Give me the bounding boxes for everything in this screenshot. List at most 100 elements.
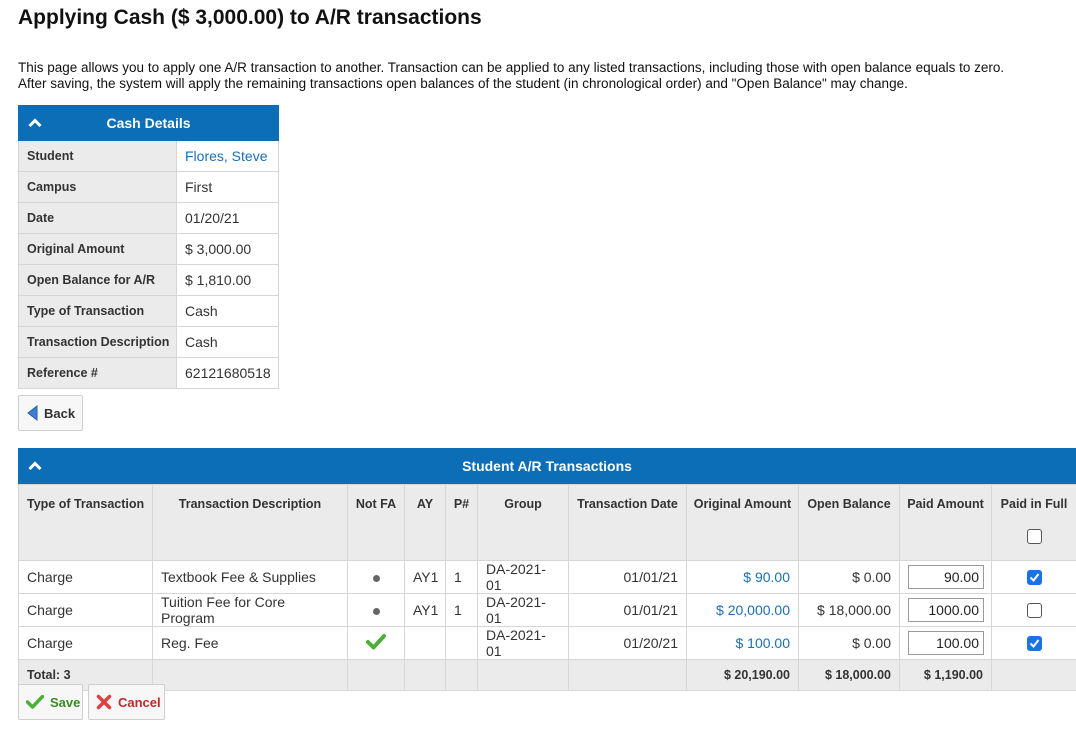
cell-open-balance: $ 18,000.00 [798, 593, 900, 627]
cell-description: Textbook Fee & Supplies [152, 560, 348, 594]
col-header-description: Transaction Description [152, 484, 348, 561]
cash-detail-label: Date [18, 203, 177, 233]
cell-description: Tuition Fee for Core Program [152, 593, 348, 627]
paid-amount-input[interactable] [908, 631, 984, 655]
original-amount-link[interactable]: $ 100.00 [735, 635, 791, 651]
cell-type: Charge [18, 560, 153, 594]
cash-detail-label: Type of Transaction [18, 296, 177, 326]
paid-amount-input[interactable] [908, 565, 984, 589]
cash-details-header[interactable]: Cash Details [18, 105, 279, 141]
col-header-ay: AY [404, 484, 446, 561]
total-empty-cell [991, 659, 1076, 691]
save-button[interactable]: Save [18, 684, 83, 720]
cell-paid-in-full [991, 560, 1076, 594]
cash-detail-row: Open Balance for A/R $ 1,810.00 [18, 265, 279, 296]
cell-not-fa [347, 560, 405, 594]
cell-ay [404, 626, 446, 660]
bullet-icon [372, 608, 380, 615]
ar-transactions-table: Type of Transaction Transaction Descript… [18, 484, 1076, 691]
total-empty-cell [347, 659, 405, 691]
cash-detail-value: First [177, 172, 279, 202]
total-open-balance: $ 18,000.00 [798, 659, 900, 691]
original-amount-link[interactable]: $ 90.00 [743, 569, 790, 585]
bullet-icon [372, 575, 380, 582]
col-header-date: Transaction Date [568, 484, 687, 561]
cash-detail-row: Original Amount $ 3,000.00 [18, 234, 279, 265]
paid-amount-input[interactable] [908, 598, 984, 622]
cash-details-rows: Student Flores, Steve Campus First Date 01/20… [18, 141, 279, 389]
cell-description: Reg. Fee [152, 626, 348, 660]
total-empty-cell [152, 659, 348, 691]
cell-ay: AY1 [404, 560, 446, 594]
paid-in-full-checkbox[interactable] [1026, 570, 1042, 586]
cash-detail-row: Date 01/20/21 [18, 203, 279, 234]
cell-open-balance: $ 0.00 [798, 626, 900, 660]
cell-paid-in-full [991, 593, 1076, 627]
cell-p: 1 [445, 593, 478, 627]
cash-detail-row: Reference #62121680518 [18, 358, 279, 389]
cell-p [445, 626, 478, 660]
cell-original-amount: $ 90.00 [686, 560, 799, 594]
cash-detail-value: 62121680518 [177, 358, 279, 388]
cash-detail-value: $ 1,810.00 [177, 265, 279, 295]
cell-not-fa [347, 593, 405, 627]
description-line-1: This page allows you to apply one A/R tr… [18, 60, 1005, 75]
cell-open-balance: $ 0.00 [798, 560, 900, 594]
original-amount-link[interactable]: $ 20,000.00 [716, 602, 790, 618]
description-line-2: After saving, the system will apply the … [18, 76, 908, 91]
cell-date: 01/01/21 [568, 593, 687, 627]
back-button-label: Back [44, 405, 76, 421]
cash-detail-label: Student [18, 141, 177, 171]
col-header-paid-in-full-label: Paid in Full [1000, 497, 1068, 511]
paid-in-full-checkbox[interactable] [1026, 603, 1042, 619]
cell-date: 01/01/21 [568, 560, 687, 594]
cell-date: 01/20/21 [568, 626, 687, 660]
total-paid-amount: $ 1,190.00 [899, 659, 992, 691]
collapse-caret-icon[interactable] [28, 461, 42, 471]
save-button-label: Save [50, 694, 81, 710]
cell-not-fa [347, 626, 405, 660]
col-header-not-fa: Not FA [347, 484, 405, 561]
ar-transactions-title: Student A/R Transactions [462, 458, 632, 474]
cell-paid-amount [899, 626, 992, 660]
table-row: Charge Reg. Fee DA-2021-01 01/20/21 $ 100.00… [18, 626, 1076, 660]
cancel-button-label: Cancel [118, 694, 161, 710]
ar-transactions-header[interactable]: Student A/R Transactions [18, 448, 1076, 484]
cash-detail-value: 01/20/21 [177, 203, 279, 233]
cell-type: Charge [18, 593, 153, 627]
back-arrow-icon [26, 404, 38, 422]
cancel-button[interactable]: Cancel [88, 684, 165, 720]
cash-detail-label: Transaction Description [18, 327, 177, 357]
cash-details-title: Cash Details [106, 115, 191, 131]
cell-ay: AY1 [404, 593, 446, 627]
collapse-caret-icon[interactable] [28, 118, 42, 128]
cash-detail-row: Student Flores, Steve [18, 141, 279, 172]
cash-detail-label: Original Amount [18, 234, 177, 264]
cash-detail-value: $ 3,000.00 [177, 234, 279, 264]
back-button[interactable]: Back [18, 395, 83, 431]
cash-details-panel: Cash Details Student Flores, Steve Campus F… [18, 105, 279, 389]
cell-group: DA-2021-01 [477, 593, 569, 627]
page-description: This page allows you to apply one A/R tr… [18, 60, 1068, 92]
paid-in-full-checkbox[interactable] [1026, 636, 1042, 652]
student-link[interactable]: Flores, Steve [185, 148, 268, 164]
col-header-group: Group [477, 484, 569, 561]
cash-detail-value: Cash [177, 327, 279, 357]
cell-group: DA-2021-01 [477, 626, 569, 660]
cash-detail-label: Open Balance for A/R [18, 265, 177, 295]
cash-detail-row: Campus First [18, 172, 279, 203]
cell-original-amount: $ 100.00 [686, 626, 799, 660]
total-empty-cell [568, 659, 687, 691]
col-header-paid-in-full: Paid in Full [991, 484, 1076, 561]
select-all-paid-in-full-checkbox[interactable] [1026, 529, 1042, 545]
cash-detail-row: Type of Transaction Cash [18, 296, 279, 327]
cash-detail-label: Reference # [18, 358, 177, 388]
total-empty-cell [404, 659, 446, 691]
table-header-row: Type of Transaction Transaction Descript… [18, 484, 1076, 561]
cash-detail-label: Campus [18, 172, 177, 202]
cell-paid-amount [899, 593, 992, 627]
ar-transactions-panel: Student A/R Transactions Type of Transac… [18, 448, 1076, 691]
cell-paid-amount [899, 560, 992, 594]
cash-detail-row: Transaction Description Cash [18, 327, 279, 358]
total-empty-cell [445, 659, 478, 691]
